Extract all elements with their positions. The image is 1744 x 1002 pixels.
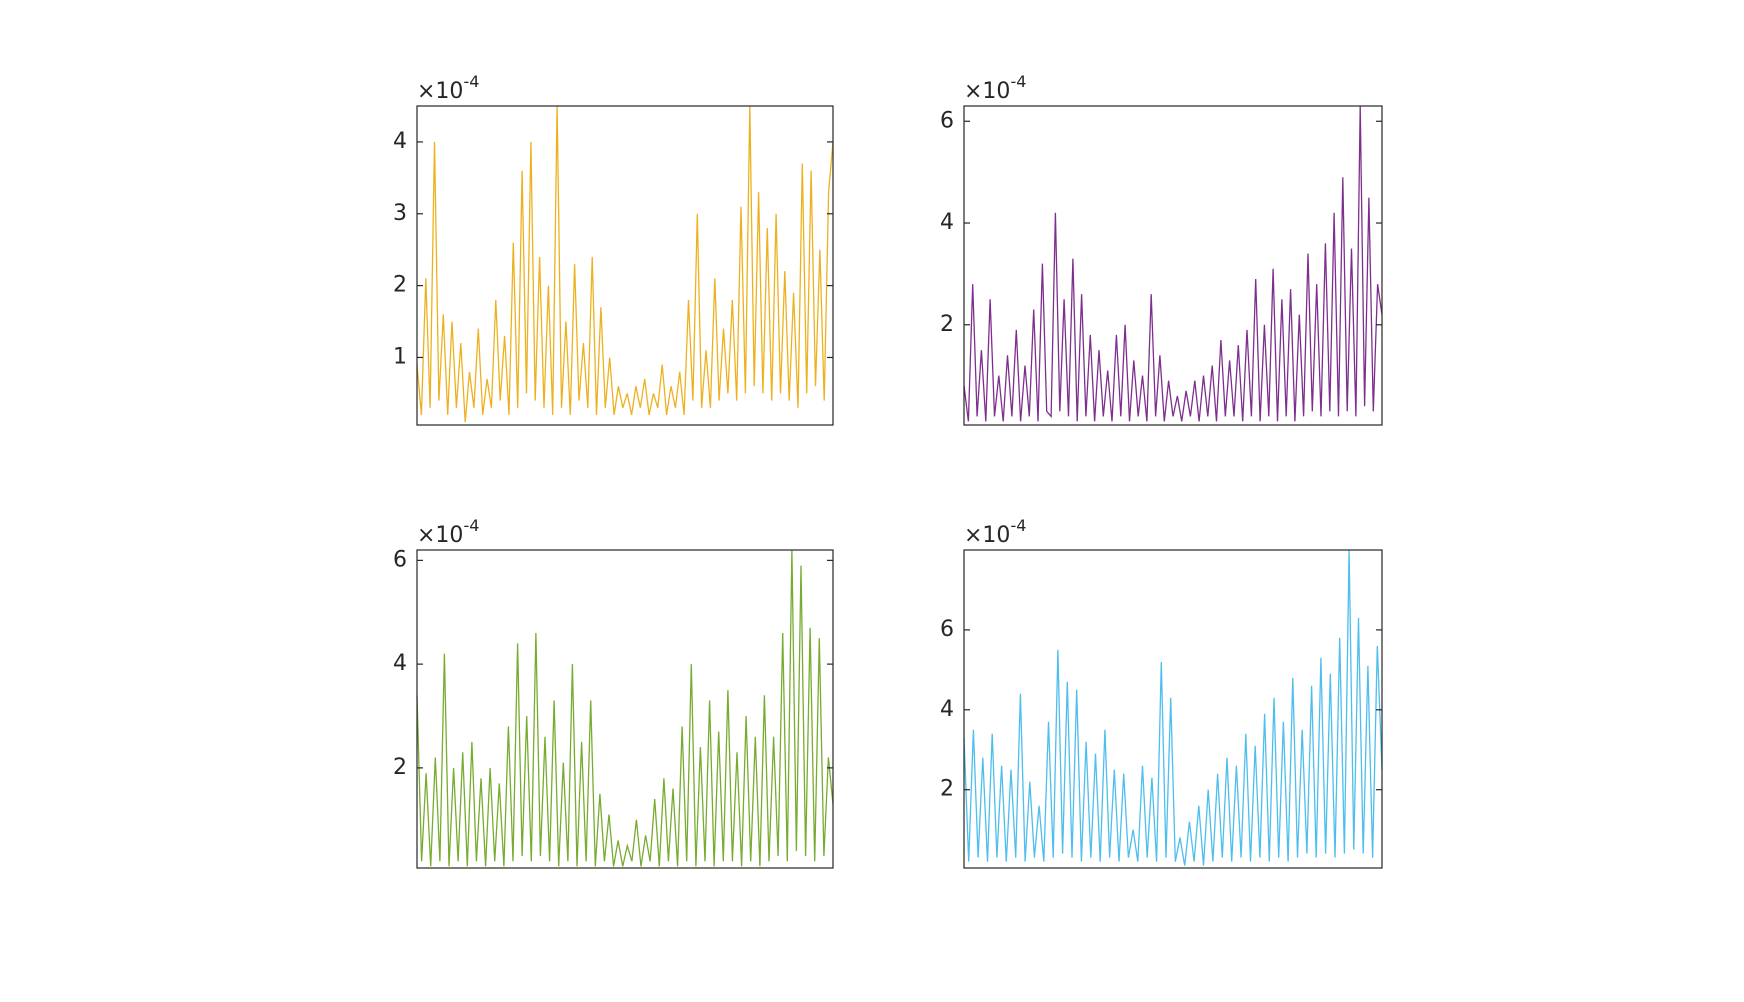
y-tick-label: 2: [940, 312, 954, 337]
exponent: -4: [463, 72, 479, 91]
multiplier: ×10: [964, 523, 1010, 548]
y-tick-label: 2: [393, 273, 407, 298]
data-line: [416, 549, 834, 867]
y-tick-label: 4: [940, 697, 954, 722]
y-exponent-label: ×10-4: [964, 516, 1026, 549]
subplot: 2 4 6 ×10-4: [940, 72, 1383, 426]
y-tick-label: 4: [393, 129, 407, 154]
y-tick-label: 2: [393, 755, 407, 780]
axes-box: [416, 549, 834, 869]
y-tick-label: 6: [393, 547, 407, 572]
y-tick-label: 2: [940, 777, 954, 802]
multiplier: ×10: [964, 79, 1010, 104]
data-line: [963, 105, 1383, 422]
y-tick-label: 4: [393, 651, 407, 676]
multiplier: ×10: [417, 79, 463, 104]
multiplier: ×10: [417, 523, 463, 548]
subplot: 2 4 6 ×10-4: [393, 516, 834, 869]
y-tick-label: 6: [940, 617, 954, 642]
y-exponent-label: ×10-4: [964, 72, 1026, 105]
subplot: 1 2 3 4 ×10-4: [393, 72, 834, 426]
exponent: -4: [1010, 516, 1026, 535]
data-line: [963, 549, 1383, 866]
y-tick-label: 6: [940, 108, 954, 133]
y-tick-label: 1: [393, 344, 407, 369]
axes-box: [416, 105, 834, 426]
axes-box: [963, 105, 1383, 426]
y-exponent-label: ×10-4: [417, 516, 479, 549]
subplot: 2 4 6 ×10-4: [940, 516, 1383, 869]
y-tick-label: 3: [393, 201, 407, 226]
data-line: [416, 105, 834, 423]
exponent: -4: [1010, 72, 1026, 91]
y-exponent-label: ×10-4: [417, 72, 479, 105]
axes-box: [963, 549, 1383, 869]
exponent: -4: [463, 516, 479, 535]
y-tick-label: 4: [940, 210, 954, 235]
